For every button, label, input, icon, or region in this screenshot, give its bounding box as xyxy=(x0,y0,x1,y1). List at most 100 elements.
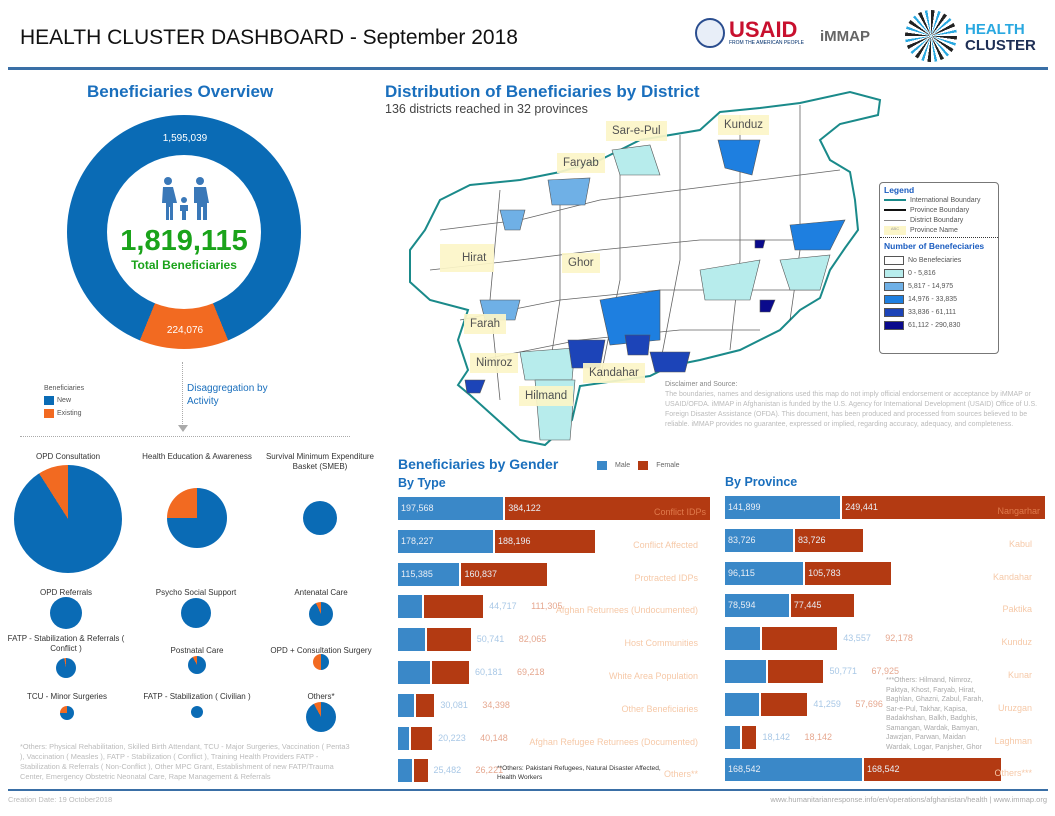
class-label: 5,817 - 14,975 xyxy=(908,283,954,290)
bar-row: 30,081 34,398 Other Beneficiaries xyxy=(398,693,712,717)
bar-row: 168,542 168,542 Others*** xyxy=(725,758,1046,782)
activity-pie xyxy=(60,706,74,720)
activity-pie xyxy=(167,488,227,548)
activity-pie xyxy=(50,597,82,629)
family-icon xyxy=(162,177,209,220)
female-bar[interactable] xyxy=(805,561,892,585)
male-bar[interactable] xyxy=(398,759,412,783)
female-value: 82,065 xyxy=(518,634,547,645)
legend-international: International Boundary xyxy=(910,196,981,204)
female-bar[interactable] xyxy=(461,562,548,586)
new-value-label: 1,595,039 xyxy=(162,133,208,144)
category-label: Laghman xyxy=(994,735,1032,746)
female-value: 160,837 xyxy=(464,568,498,579)
female-label: Female xyxy=(656,462,680,469)
legend-class: No Benefeciaries xyxy=(884,254,994,267)
bar-row: 60,181 69,218 White Area Population xyxy=(398,661,712,684)
male-bar[interactable] xyxy=(398,628,426,652)
category-label: Kunar xyxy=(1007,670,1032,680)
male-bar[interactable] xyxy=(725,561,804,585)
header-divider xyxy=(8,67,1048,70)
female-bar[interactable] xyxy=(842,496,1045,519)
female-value: 249,441 xyxy=(845,502,878,512)
male-bar[interactable] xyxy=(725,758,862,782)
category-label: Other Beneficiaries xyxy=(621,703,698,714)
hc-line1: HEALTH xyxy=(965,21,1025,38)
gender-legend: Male Female xyxy=(597,461,680,470)
legend-province-name: Province Name xyxy=(910,226,958,234)
map-subtitle: 136 districts reached in 32 provinces xyxy=(385,102,588,116)
female-bar[interactable] xyxy=(423,595,484,619)
male-bar[interactable] xyxy=(398,693,415,717)
activity-pie xyxy=(14,465,122,573)
female-value: 26,221 xyxy=(475,765,504,776)
female-bar[interactable] xyxy=(863,758,1001,782)
disclaimer-text: The boundaries, names and designations u… xyxy=(665,391,1038,428)
overview-title: Beneficiaries Overview xyxy=(87,82,274,101)
bar-row: 83,726 83,726 Kabul xyxy=(725,528,1046,552)
category-label: Others*** xyxy=(994,768,1032,779)
footer-url[interactable]: www.humanitarianresponse.info/en/operati… xyxy=(770,795,1047,804)
immap-logo: iMMAP xyxy=(820,28,870,45)
page-title: HEALTH CLUSTER DASHBOARD - September 201… xyxy=(20,26,518,49)
female-bar[interactable] xyxy=(413,759,428,783)
province-label: Farah xyxy=(464,314,507,334)
class-label: 33,836 - 61,111 xyxy=(908,309,957,316)
female-bar[interactable] xyxy=(762,627,838,651)
legend-existing: Existing xyxy=(57,410,82,417)
activity-pie xyxy=(191,706,203,718)
female-value: 111,305 xyxy=(531,601,563,612)
male-bar[interactable] xyxy=(725,627,761,651)
male-bar[interactable] xyxy=(398,529,493,553)
male-value: 197,568 xyxy=(401,503,434,513)
female-bar[interactable] xyxy=(760,692,808,716)
female-bar[interactable] xyxy=(790,594,854,618)
male-bar[interactable] xyxy=(398,595,422,619)
total-beneficiaries-value: 1,819,115 xyxy=(120,225,248,257)
category-label: Afghan Refugee Returnees (Documented) xyxy=(529,736,698,747)
female-bar[interactable] xyxy=(410,726,433,750)
male-value: 78,594 xyxy=(728,600,756,611)
category-label: Uruzgan xyxy=(997,702,1032,713)
male-bar[interactable] xyxy=(725,692,759,716)
activity-label: Health Education & Awareness xyxy=(142,452,252,461)
female-value: 77,445 xyxy=(793,600,822,611)
male-bar[interactable] xyxy=(398,661,431,684)
activity-label: Others* xyxy=(307,692,335,701)
class-swatch xyxy=(884,269,904,278)
usaid-logo: USAID FROM THE AMERICAN PEOPLE xyxy=(695,18,804,48)
province-label: Sar-e-Pul xyxy=(606,121,667,141)
female-bar[interactable] xyxy=(427,628,471,652)
female-bar[interactable] xyxy=(741,725,757,749)
activity-label: FATP - Stabilization & Referrals ( Confl… xyxy=(7,634,125,653)
activity-label: OPD + Consultation Surgery xyxy=(270,646,372,655)
male-bar[interactable] xyxy=(398,562,460,586)
male-value: 83,726 xyxy=(728,534,756,545)
female-bar[interactable] xyxy=(494,529,596,553)
male-bar[interactable] xyxy=(725,528,794,552)
female-bar[interactable] xyxy=(505,497,710,520)
category-label: Conflict IDPs xyxy=(653,507,706,517)
female-bar[interactable] xyxy=(768,660,824,683)
category-label: Protracted IDPs xyxy=(634,572,698,583)
female-bar[interactable] xyxy=(416,693,435,717)
male-bar[interactable] xyxy=(725,725,740,749)
male-bar[interactable] xyxy=(725,496,841,519)
male-bar[interactable] xyxy=(398,497,504,520)
male-bar[interactable] xyxy=(725,594,789,618)
class-swatch xyxy=(884,295,904,304)
female-bar[interactable] xyxy=(432,661,469,684)
male-bar[interactable] xyxy=(398,726,409,750)
overview-legend: Beneficiaries New Existing xyxy=(44,385,84,418)
activity-pie xyxy=(303,501,337,535)
male-value: 20,223 xyxy=(438,732,466,743)
legend-class: 61,112 - 290,830 xyxy=(884,319,994,332)
female-bar[interactable] xyxy=(795,528,864,552)
by-province-title: By Province xyxy=(725,475,798,489)
category-label: Kabul xyxy=(1008,538,1032,549)
activity-pie xyxy=(188,656,206,674)
female-swatch xyxy=(638,461,649,470)
province-label: Kunduz xyxy=(718,115,770,135)
male-bar[interactable] xyxy=(725,660,767,683)
disaggregation-label: Disaggregation by Activity xyxy=(187,383,268,407)
